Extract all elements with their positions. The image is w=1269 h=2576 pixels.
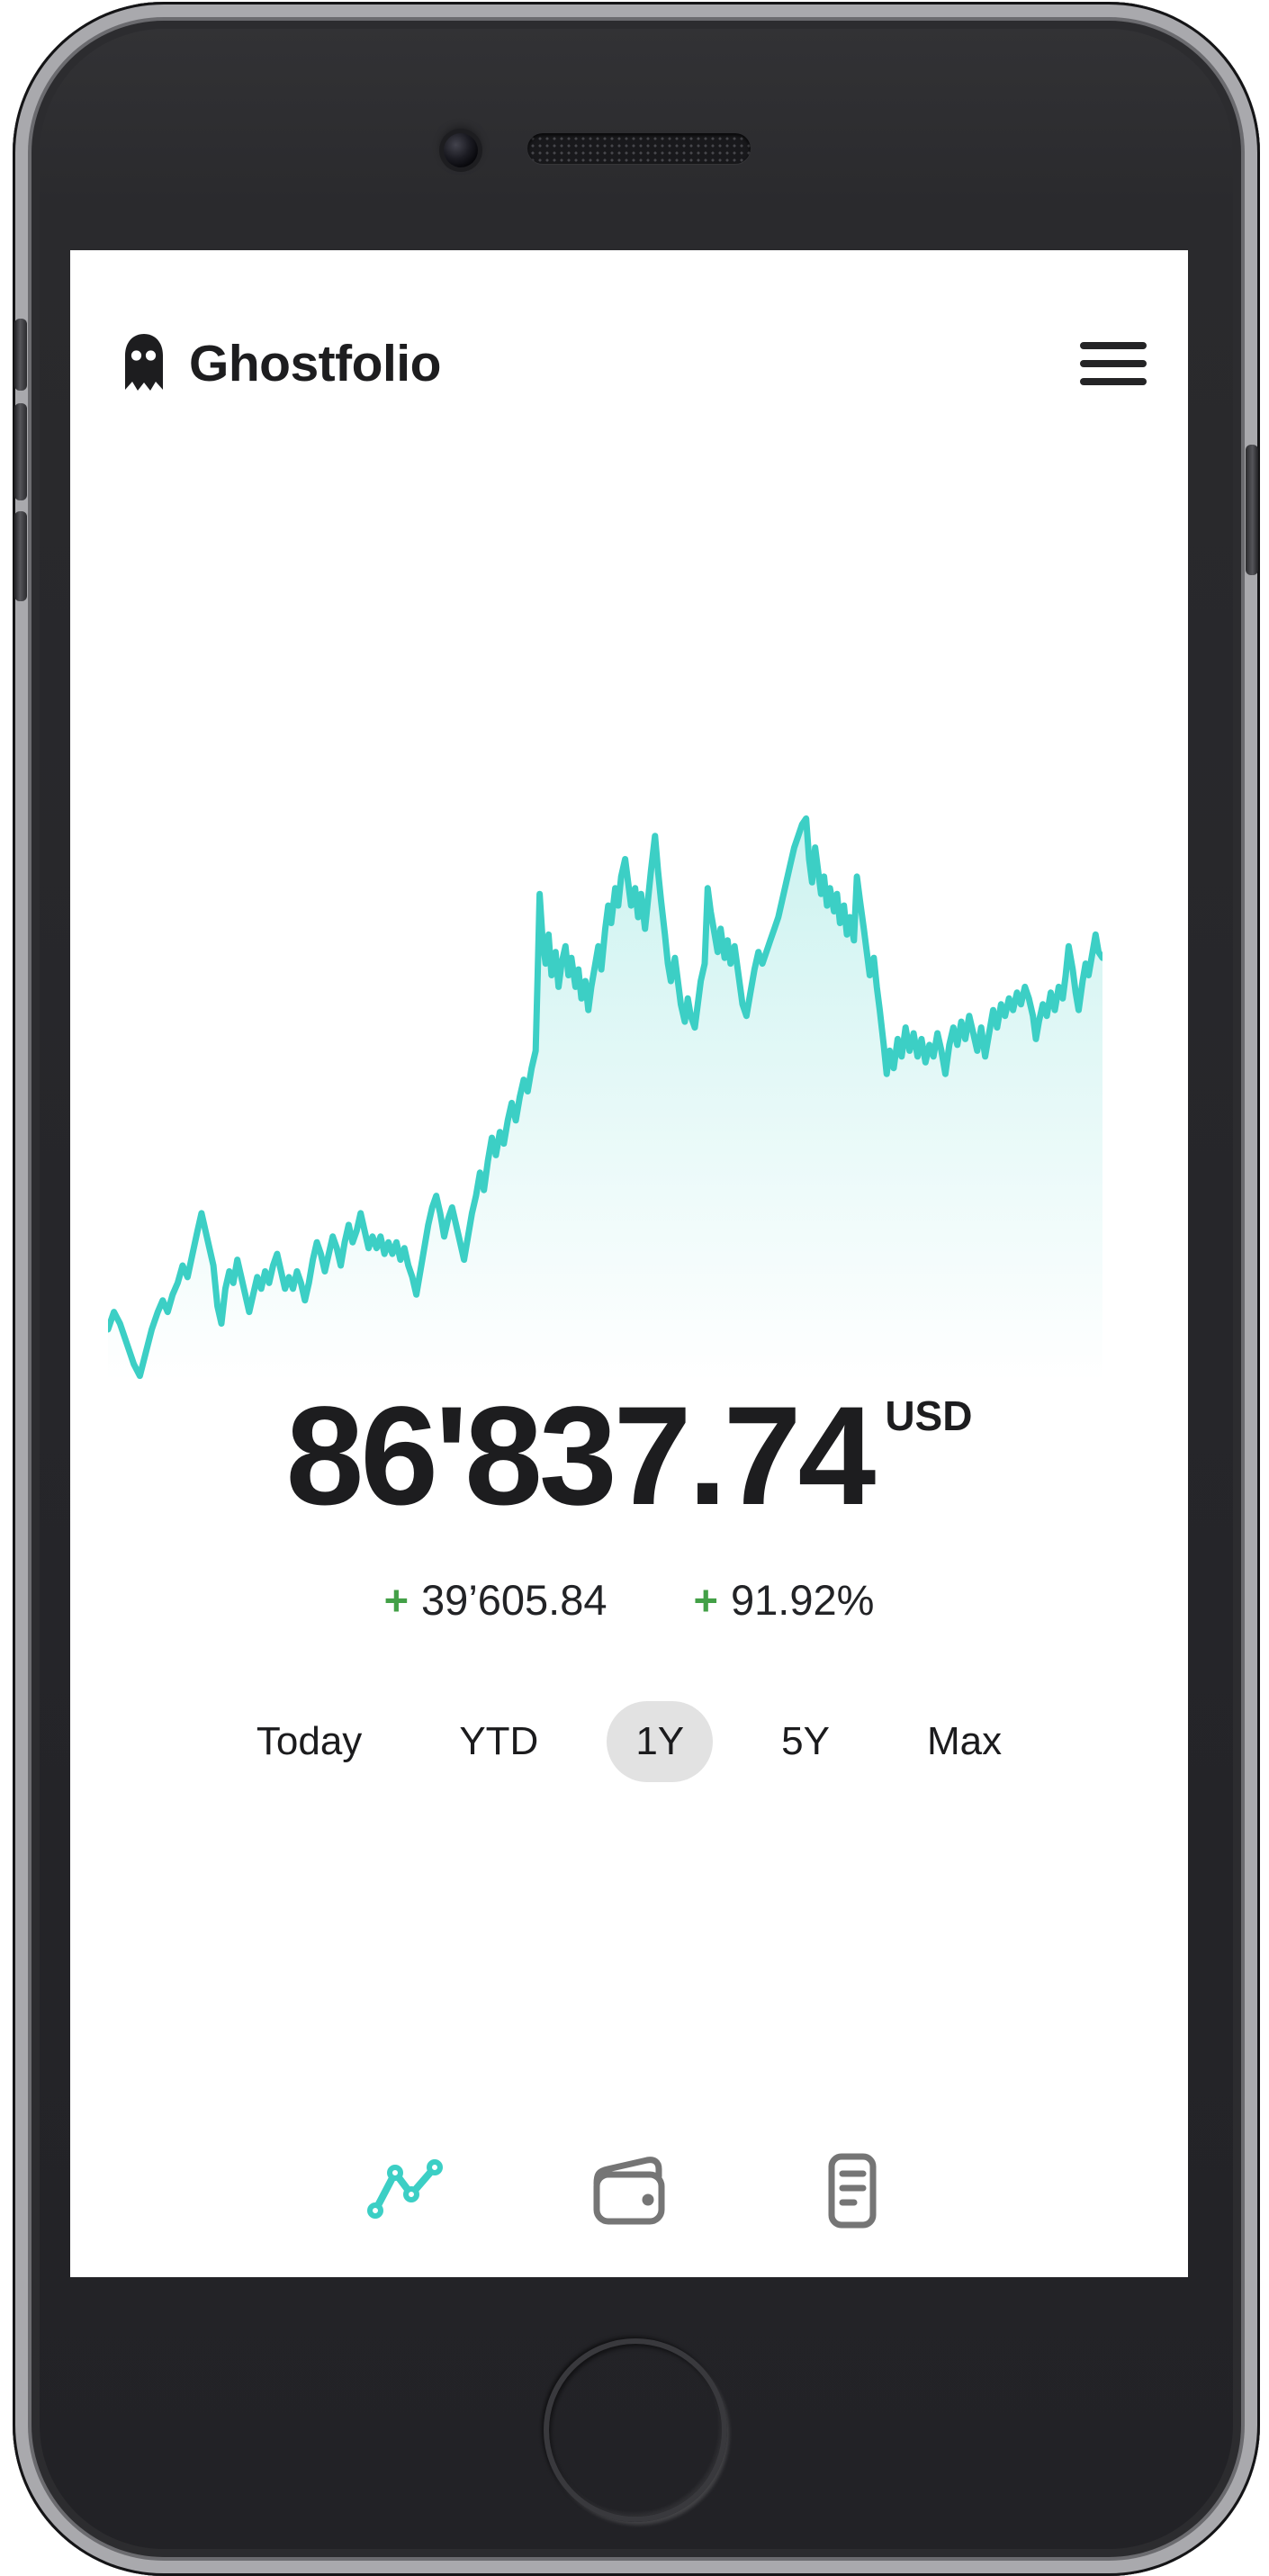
front-camera [444, 133, 478, 167]
page-title: Ghostfolio [189, 335, 441, 392]
chart-area-fill [108, 818, 1102, 1382]
balance-block: 86'837.74 USD [70, 1386, 1188, 1527]
period-button-ytd[interactable]: YTD [430, 1701, 567, 1782]
transactions-icon [828, 2153, 877, 2229]
power-button [1246, 445, 1258, 575]
app-header: Ghostfolio [122, 328, 1147, 400]
change-row: + 39’605.84 + 91.92% [70, 1575, 1188, 1625]
nav-transactions-tab[interactable] [809, 2148, 896, 2234]
earpiece-speaker [527, 133, 751, 164]
change-absolute-value: 39’605.84 [421, 1576, 608, 1624]
period-button-5y[interactable]: 5Y [752, 1701, 859, 1782]
bottom-nav [70, 2148, 1188, 2234]
plus-sign: + [693, 1576, 718, 1624]
nav-wallet-tab[interactable] [586, 2148, 672, 2234]
performance-chart [108, 801, 1102, 1382]
mute-switch [14, 319, 27, 391]
period-button-today[interactable]: Today [228, 1701, 391, 1782]
app-screen: Ghostfolio 86'837.74 USD [70, 250, 1188, 2277]
ghost-logo-icon [125, 334, 163, 391]
phone-frame: Ghostfolio 86'837.74 USD [13, 2, 1260, 2576]
volume-down-button [14, 511, 27, 601]
nav-performance-tab[interactable] [363, 2148, 449, 2234]
line-chart-icon [367, 2159, 443, 2219]
balance-currency: USD [885, 1392, 973, 1439]
change-percent-value: 91.92% [730, 1576, 875, 1624]
balance-value: 86'837.74 [285, 1378, 877, 1535]
wallet-icon [593, 2157, 665, 2225]
period-selector: Today YTD 1Y 5Y Max [70, 1701, 1188, 1782]
period-button-max[interactable]: Max [898, 1701, 1030, 1782]
volume-up-button [14, 403, 27, 500]
plus-sign: + [383, 1576, 410, 1624]
period-button-1y[interactable]: 1Y [607, 1701, 714, 1782]
hamburger-menu-icon[interactable] [1080, 342, 1147, 385]
change-percent: + 91.92% [694, 1575, 875, 1625]
home-button [544, 2338, 727, 2522]
chart-line [108, 815, 1102, 1380]
change-absolute: + 39’605.84 [384, 1575, 608, 1625]
